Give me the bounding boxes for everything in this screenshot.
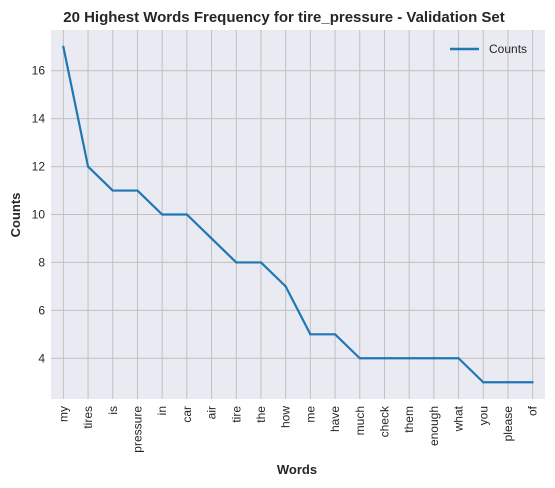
- x-tick-label: enough: [427, 406, 441, 446]
- x-tick-label: you: [476, 406, 490, 425]
- x-tick-label: tire: [229, 406, 243, 423]
- y-tick-label: 6: [38, 303, 45, 317]
- data-point: [507, 381, 509, 383]
- chart-title: 20 Highest Words Frequency for tire_pres…: [63, 9, 505, 26]
- data-point: [433, 357, 435, 359]
- data-point: [359, 357, 361, 359]
- data-point: [309, 333, 311, 335]
- x-tick-label: my: [56, 406, 70, 422]
- x-tick-label: of: [526, 405, 540, 416]
- data-point: [210, 237, 212, 239]
- y-tick-label: 8: [38, 255, 45, 269]
- data-point: [136, 189, 138, 191]
- x-tick-label: air: [205, 406, 219, 419]
- data-point: [186, 213, 188, 215]
- data-point: [62, 46, 64, 48]
- x-tick-label: is: [106, 406, 120, 415]
- x-tick-label: car: [180, 406, 194, 423]
- legend-label-counts: Counts: [489, 42, 527, 56]
- x-tick-label: what: [452, 405, 466, 432]
- data-point: [112, 189, 114, 191]
- x-tick-label: pressure: [130, 406, 144, 453]
- x-axis-label: Words: [277, 462, 317, 477]
- y-tick-label: 16: [32, 64, 46, 78]
- x-tick-label: me: [303, 406, 317, 423]
- data-point: [408, 357, 410, 359]
- x-tick-label: check: [377, 405, 391, 437]
- x-tick-label: them: [402, 406, 416, 433]
- data-point: [457, 357, 459, 359]
- x-tick-label: the: [254, 406, 268, 423]
- data-point: [285, 285, 287, 287]
- y-axis-ticks: 4 6 8 10 12 14 16: [32, 64, 46, 366]
- data-point: [161, 213, 163, 215]
- data-point: [235, 261, 237, 263]
- data-point: [532, 381, 534, 383]
- x-tick-label: in: [155, 406, 169, 415]
- data-point: [383, 357, 385, 359]
- x-tick-label: tires: [81, 406, 95, 429]
- y-tick-label: 10: [32, 208, 46, 222]
- y-axis-label: Counts: [8, 193, 23, 238]
- data-point: [260, 261, 262, 263]
- y-tick-label: 14: [32, 112, 46, 126]
- data-point: [482, 381, 484, 383]
- x-axis-ticks: my tires is pressure in car air tire the how me hav…: [56, 405, 539, 453]
- x-tick-label: much: [353, 406, 367, 435]
- y-tick-label: 12: [32, 160, 46, 174]
- x-tick-label: how: [279, 406, 293, 428]
- x-tick-label: have: [328, 406, 342, 432]
- y-tick-label: 4: [38, 351, 45, 365]
- x-tick-label: please: [501, 406, 515, 442]
- data-point: [334, 333, 336, 335]
- data-point: [87, 165, 89, 167]
